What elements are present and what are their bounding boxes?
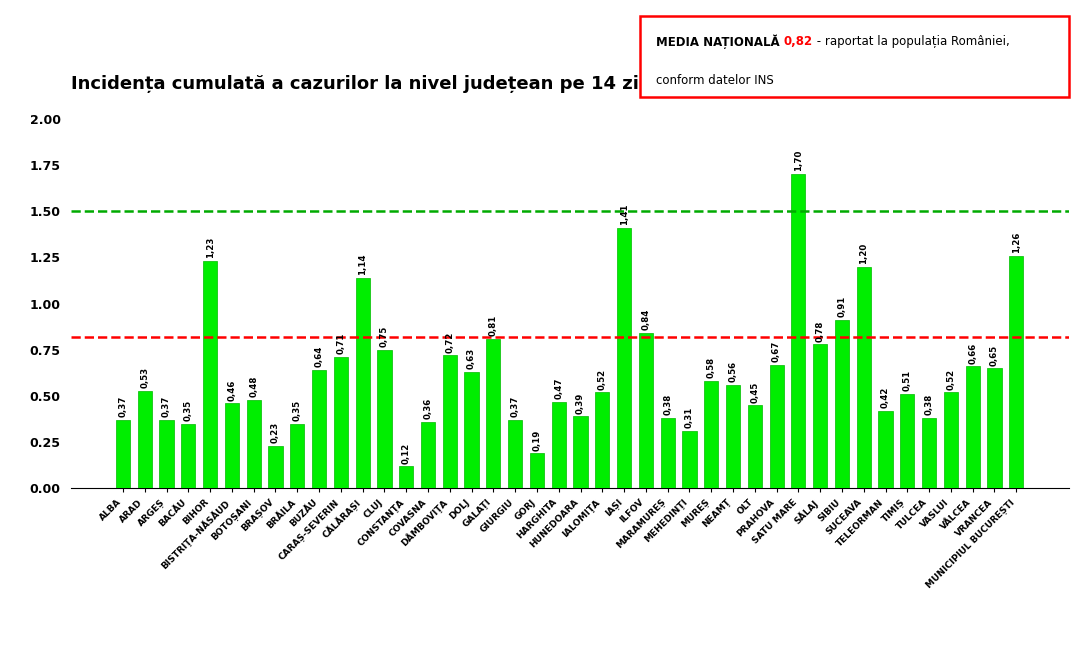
Text: 0,12: 0,12 — [401, 443, 411, 463]
Bar — [748, 405, 762, 488]
Bar — [268, 446, 282, 488]
Text: 0,66: 0,66 — [968, 342, 978, 364]
Bar — [704, 381, 718, 488]
Text: 0,37: 0,37 — [118, 396, 127, 417]
Bar — [378, 350, 392, 488]
Bar — [399, 466, 413, 488]
Text: 0,47: 0,47 — [554, 377, 563, 399]
Bar — [443, 355, 457, 488]
Text: 1,14: 1,14 — [358, 254, 367, 275]
Text: 0,56: 0,56 — [728, 361, 738, 382]
Bar — [421, 422, 435, 488]
Text: MEDIA NAȚIONALĂ: MEDIA NAȚIONALĂ — [656, 35, 783, 49]
Bar — [529, 454, 544, 488]
Bar — [225, 404, 239, 488]
Bar — [181, 424, 195, 488]
Bar — [682, 431, 697, 488]
Bar — [551, 402, 565, 488]
Bar — [617, 228, 631, 488]
Text: 1,41: 1,41 — [620, 204, 628, 225]
Bar — [290, 424, 305, 488]
Bar — [312, 370, 327, 488]
Bar — [203, 261, 217, 488]
Text: 0,78: 0,78 — [816, 320, 825, 342]
Bar — [574, 417, 588, 488]
Bar — [596, 392, 610, 488]
Text: 0,45: 0,45 — [751, 381, 760, 402]
Text: - raportat la populația României,: - raportat la populația României, — [813, 35, 1010, 48]
Bar — [1009, 256, 1023, 488]
Bar — [966, 366, 980, 488]
Text: conform datelor INS: conform datelor INS — [656, 74, 774, 87]
Text: 0,36: 0,36 — [423, 398, 433, 419]
Text: 0,19: 0,19 — [533, 430, 541, 450]
Bar — [246, 400, 260, 488]
Bar — [726, 385, 740, 488]
Text: 0,42: 0,42 — [881, 387, 890, 408]
Bar — [857, 267, 871, 488]
Text: 0,72: 0,72 — [445, 331, 455, 353]
Text: 0,35: 0,35 — [183, 400, 193, 421]
Text: 0,46: 0,46 — [228, 379, 237, 400]
Bar — [464, 372, 478, 488]
Text: 0,75: 0,75 — [380, 326, 388, 347]
Text: 1,20: 1,20 — [859, 243, 868, 264]
Bar — [834, 320, 850, 488]
Text: 0,35: 0,35 — [293, 400, 302, 421]
Bar — [138, 391, 152, 488]
Bar — [879, 411, 893, 488]
Text: 0,84: 0,84 — [641, 309, 650, 331]
Text: 1,70: 1,70 — [794, 150, 803, 171]
Text: 0,71: 0,71 — [336, 333, 345, 355]
Text: 0,67: 0,67 — [773, 340, 781, 362]
Bar — [922, 418, 936, 488]
Text: 0,52: 0,52 — [598, 368, 607, 389]
Text: 0,31: 0,31 — [685, 407, 694, 428]
Bar — [987, 368, 1001, 488]
Bar — [159, 420, 174, 488]
Text: 0,63: 0,63 — [467, 348, 476, 369]
Text: 1,23: 1,23 — [206, 237, 215, 258]
Bar — [508, 420, 522, 488]
Bar — [813, 344, 827, 488]
Bar — [661, 418, 675, 488]
Text: 0,38: 0,38 — [663, 394, 673, 415]
Bar — [334, 357, 348, 488]
Text: 0,51: 0,51 — [903, 370, 911, 391]
Bar — [486, 339, 500, 488]
Text: 0,37: 0,37 — [511, 396, 520, 417]
Text: 0,91: 0,91 — [838, 296, 846, 318]
Bar — [791, 174, 805, 488]
Text: 0,82: 0,82 — [783, 35, 813, 48]
Text: 0,65: 0,65 — [990, 344, 999, 366]
Text: 1,26: 1,26 — [1012, 232, 1021, 253]
Bar — [944, 392, 958, 488]
Text: 0,48: 0,48 — [250, 376, 258, 397]
Text: 0,23: 0,23 — [271, 422, 280, 443]
Text: 0,53: 0,53 — [140, 367, 150, 388]
Text: 0,64: 0,64 — [315, 346, 323, 367]
Text: 0,38: 0,38 — [924, 394, 933, 415]
Bar — [116, 420, 130, 488]
Bar — [356, 278, 370, 488]
Bar — [901, 394, 915, 488]
Text: 0,52: 0,52 — [946, 368, 956, 389]
Text: 0,81: 0,81 — [489, 314, 498, 336]
Text: 0,39: 0,39 — [576, 392, 585, 413]
Bar — [769, 365, 783, 488]
Text: 0,37: 0,37 — [162, 396, 171, 417]
Text: Incidența cumulată a cazurilor la nivel județean pe 14 zilela ‰ de locuitori* 9 : Incidența cumulată a cazurilor la nivel … — [71, 75, 1035, 93]
Text: 0,58: 0,58 — [706, 357, 716, 378]
Bar — [639, 333, 653, 488]
